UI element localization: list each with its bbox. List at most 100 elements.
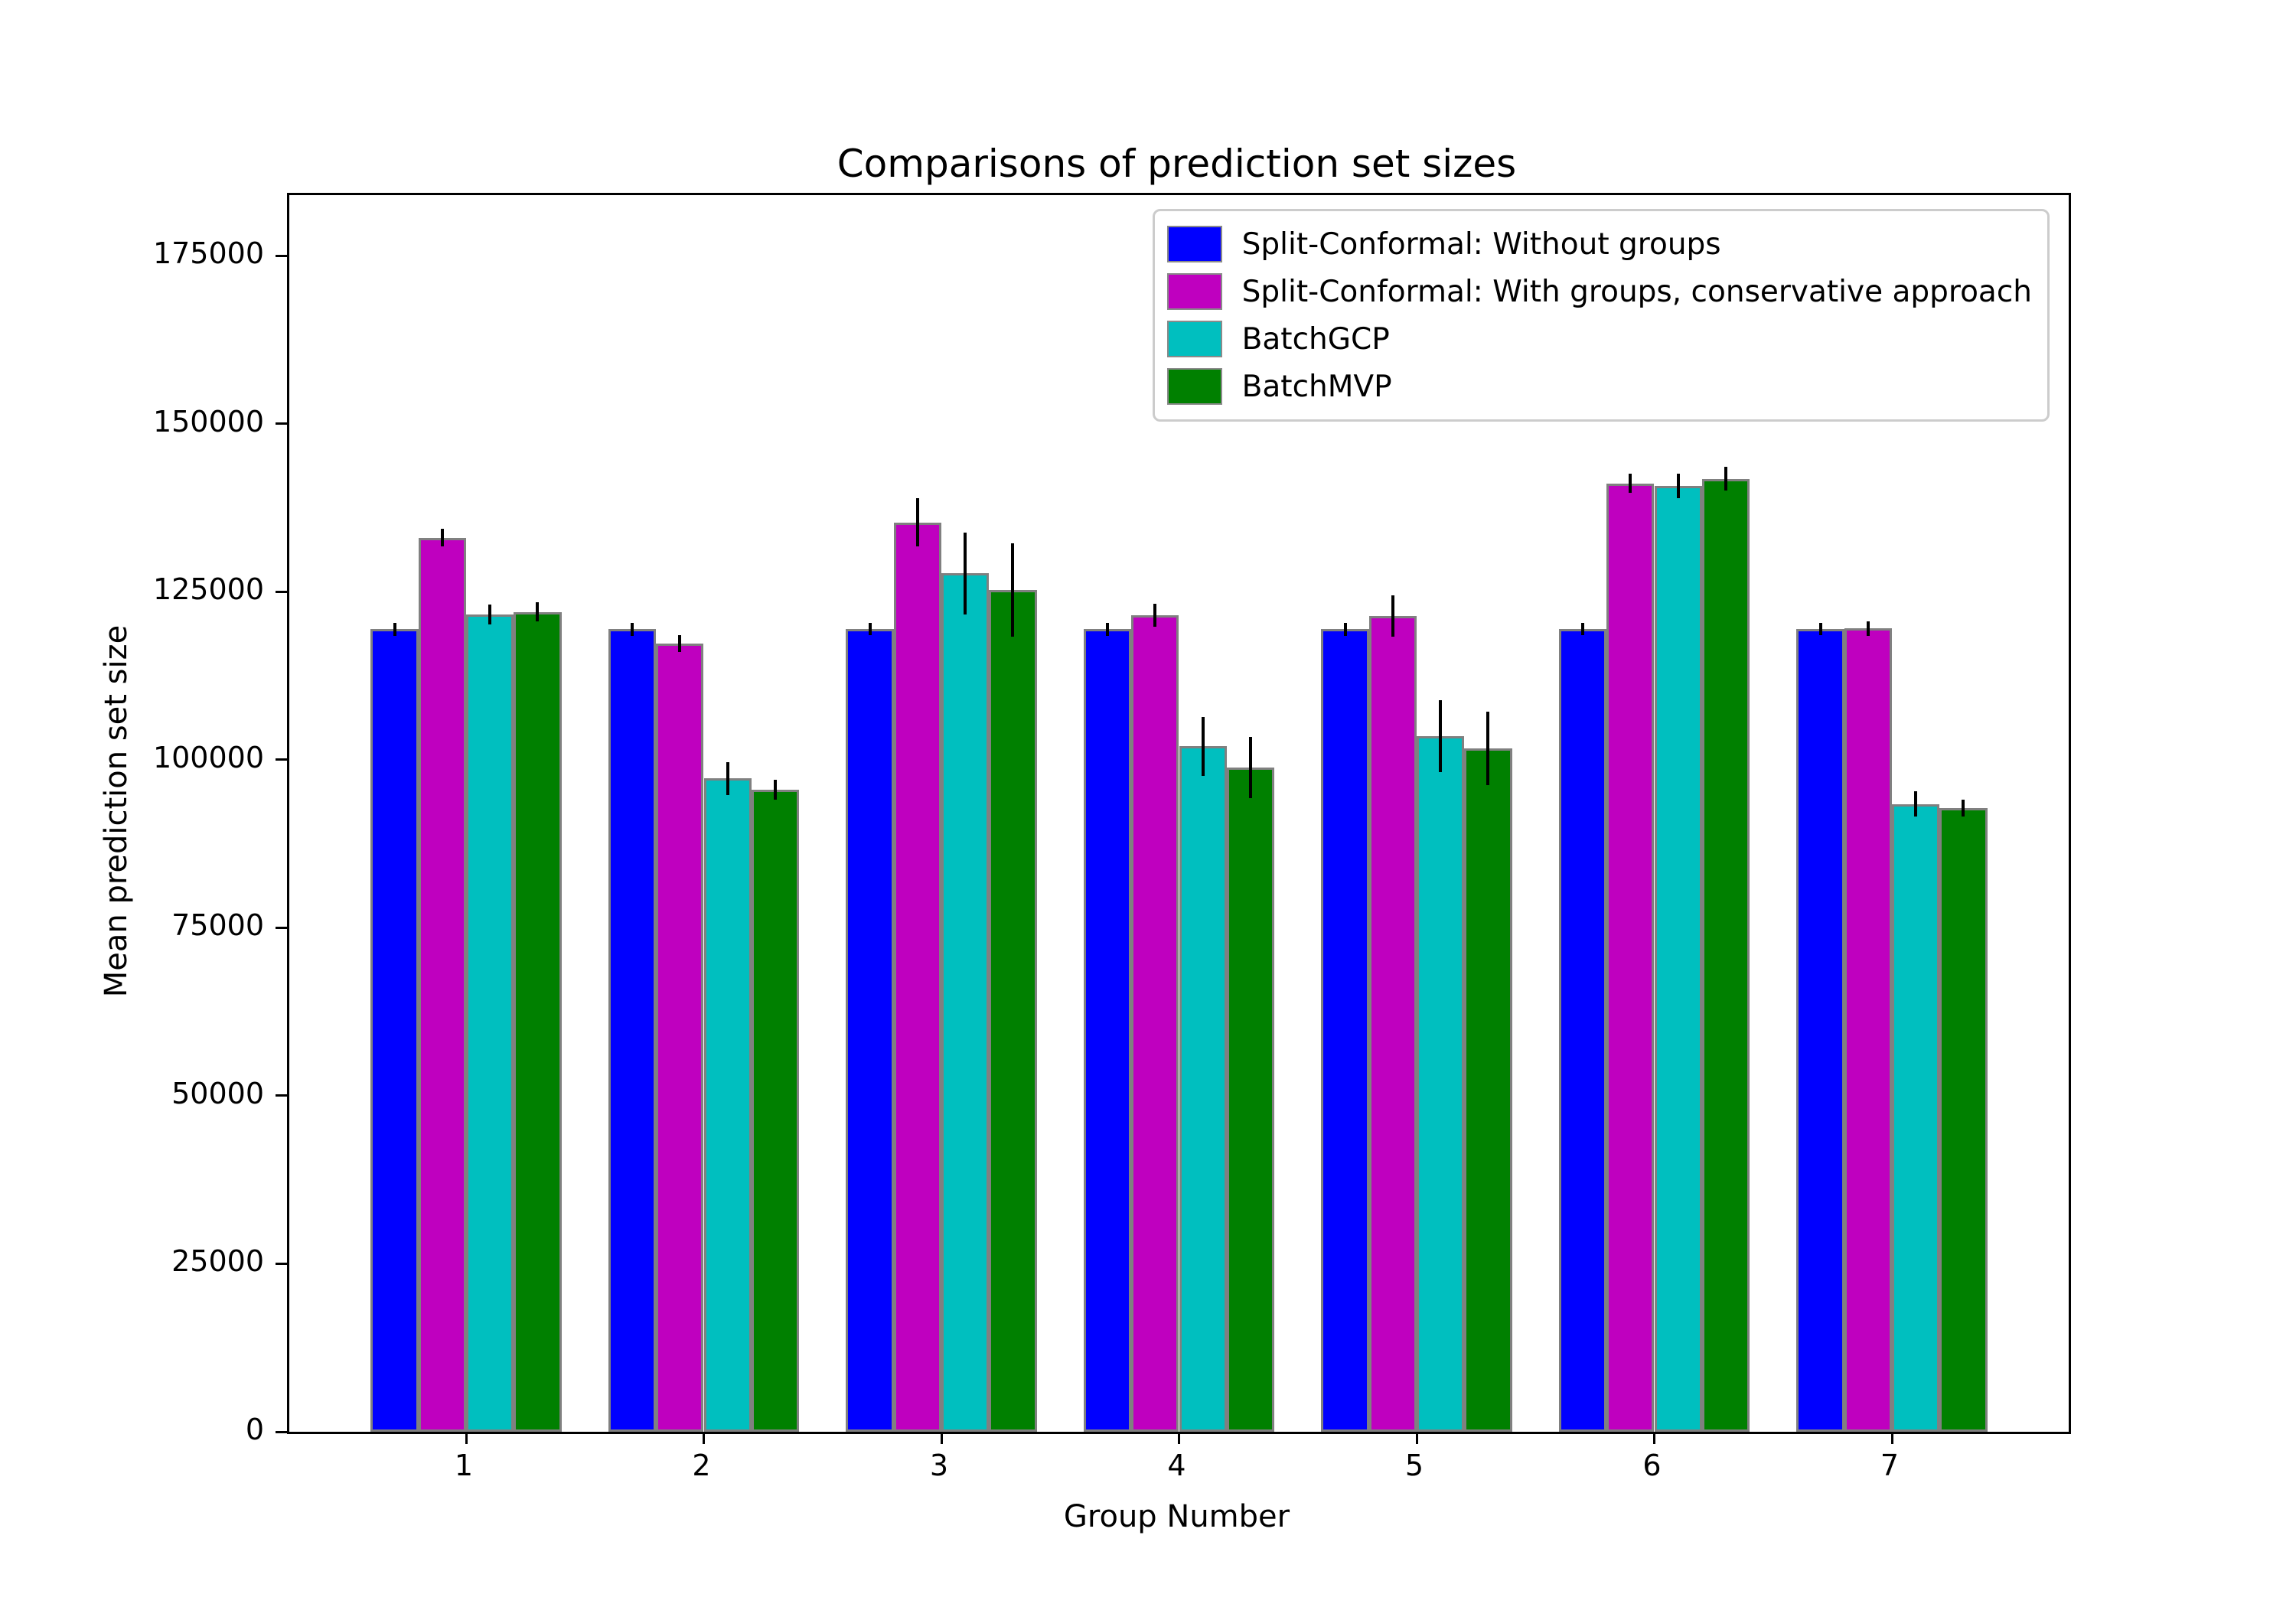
bar-group4-1 xyxy=(1083,629,1132,1432)
y-tick xyxy=(276,1094,289,1097)
x-tick-label: 4 xyxy=(1167,1449,1186,1482)
error-bar xyxy=(1439,699,1443,773)
bar-group7-3 xyxy=(1892,804,1940,1432)
bar-group2-1 xyxy=(608,629,657,1432)
bar-group6-3 xyxy=(1654,486,1702,1432)
error-bar xyxy=(631,622,634,637)
bar-group4-4 xyxy=(1226,768,1275,1432)
bar-group1-2 xyxy=(418,537,466,1432)
legend: Split-Conformal: Without groups Split-Con… xyxy=(1152,209,2050,422)
bar-group4-2 xyxy=(1131,614,1179,1432)
error-bar xyxy=(773,780,777,800)
y-tick xyxy=(276,926,289,929)
error-bar xyxy=(1153,603,1157,627)
x-tick-label: 3 xyxy=(929,1449,949,1482)
bar-group5-2 xyxy=(1368,615,1417,1432)
legend-swatch-icon xyxy=(1166,226,1222,262)
y-tick xyxy=(276,1262,289,1265)
x-tick xyxy=(1890,1432,1893,1444)
y-tick-label: 125000 xyxy=(152,572,264,607)
bar-group5-4 xyxy=(1464,748,1512,1432)
legend-item-label: BatchMVP xyxy=(1241,369,1392,404)
error-bar xyxy=(678,634,682,652)
y-tick xyxy=(276,422,289,425)
bar-group3-2 xyxy=(893,522,941,1432)
bar-group7-1 xyxy=(1796,629,1844,1432)
error-bar xyxy=(1676,474,1680,499)
error-bar xyxy=(1724,466,1727,491)
bar-group7-4 xyxy=(1939,807,1988,1432)
error-bar xyxy=(536,601,540,622)
bar-group5-1 xyxy=(1321,629,1369,1432)
x-tick-label: 1 xyxy=(454,1449,474,1482)
legend-swatch-icon xyxy=(1166,368,1222,405)
x-tick xyxy=(1415,1432,1418,1444)
bar-group1-3 xyxy=(466,614,514,1432)
y-tick-label: 50000 xyxy=(171,1076,264,1110)
legend-item-label: BatchGCP xyxy=(1241,321,1390,357)
bar-group7-2 xyxy=(1844,628,1892,1432)
error-bar xyxy=(1201,716,1205,776)
error-bar xyxy=(1486,711,1490,786)
y-tick-label: 0 xyxy=(245,1413,264,1446)
y-tick-label: 150000 xyxy=(152,404,264,438)
error-bar xyxy=(1011,543,1015,637)
legend-swatch-icon xyxy=(1166,273,1222,310)
chart-title: Comparisons of prediction set sizes xyxy=(837,142,1517,186)
legend-item: Split-Conformal: With groups, conservati… xyxy=(1166,268,2032,315)
y-tick-label: 175000 xyxy=(152,236,264,271)
y-tick xyxy=(276,1430,289,1433)
bar-group6-1 xyxy=(1558,629,1607,1432)
y-tick xyxy=(276,254,289,257)
x-tick xyxy=(703,1432,705,1444)
y-tick-label: 25000 xyxy=(171,1244,264,1279)
legend-item: Split-Conformal: Without groups xyxy=(1166,220,2032,268)
x-tick-label: 6 xyxy=(1642,1449,1662,1482)
bar-group6-2 xyxy=(1606,483,1655,1432)
bar-group5-3 xyxy=(1417,736,1465,1432)
x-tick xyxy=(940,1432,943,1444)
bar-group1-1 xyxy=(370,629,419,1432)
x-tick xyxy=(1653,1432,1655,1444)
x-tick-label: 2 xyxy=(692,1449,711,1482)
error-bar xyxy=(964,533,967,614)
error-bar xyxy=(726,761,729,795)
error-bar xyxy=(1343,622,1347,637)
error-bar xyxy=(1391,595,1394,637)
error-bar xyxy=(1818,623,1822,636)
x-tick xyxy=(465,1432,468,1444)
bar-group6-4 xyxy=(1701,478,1750,1432)
error-bar xyxy=(1629,474,1632,494)
bar-group2-2 xyxy=(656,643,704,1432)
x-tick-label: 5 xyxy=(1404,1449,1424,1482)
bar-group3-4 xyxy=(989,589,1037,1432)
y-tick-label: 75000 xyxy=(171,908,264,943)
error-bar xyxy=(1914,791,1918,817)
bar-group2-3 xyxy=(703,778,752,1432)
bar-group2-4 xyxy=(751,790,800,1432)
bar-group3-3 xyxy=(941,573,990,1432)
legend-item-label: Split-Conformal: With groups, conservati… xyxy=(1241,274,2032,309)
y-tick xyxy=(276,758,289,761)
error-bar xyxy=(488,605,492,624)
error-bar xyxy=(915,498,919,547)
error-bar xyxy=(1866,621,1870,637)
error-bar xyxy=(1962,799,1965,817)
error-bar xyxy=(393,622,396,637)
legend-item: BatchMVP xyxy=(1166,363,2032,410)
x-tick xyxy=(1178,1432,1180,1444)
bar-group1-4 xyxy=(514,611,562,1432)
error-bar xyxy=(1248,737,1252,799)
legend-item: BatchGCP xyxy=(1166,315,2032,363)
y-tick-label: 100000 xyxy=(152,740,264,774)
error-bar xyxy=(1106,622,1110,637)
error-bar xyxy=(868,623,872,636)
y-tick xyxy=(276,590,289,593)
bar-group4-3 xyxy=(1179,746,1227,1432)
error-bar xyxy=(1581,623,1585,636)
x-tick-label: 7 xyxy=(1880,1449,1900,1482)
legend-swatch-icon xyxy=(1166,321,1222,357)
bar-group3-1 xyxy=(846,629,894,1432)
error-bar xyxy=(440,529,444,547)
